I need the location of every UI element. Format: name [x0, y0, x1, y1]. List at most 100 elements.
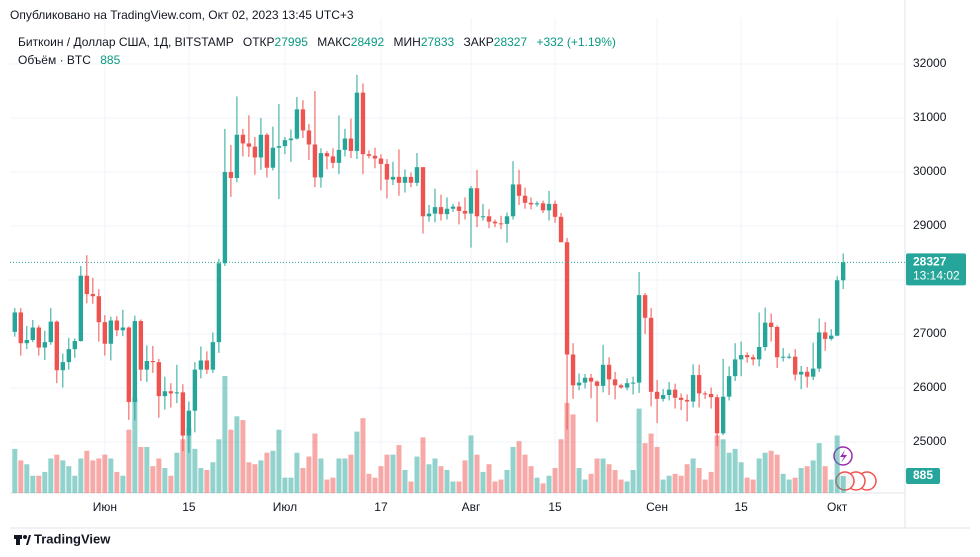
- volume-bar: [540, 483, 546, 493]
- candle-body: [144, 361, 150, 370]
- volume-bar: [762, 452, 768, 493]
- candle-body: [60, 362, 66, 371]
- volume-bar: [276, 429, 282, 493]
- candle-body: [792, 356, 798, 375]
- candle-body: [300, 109, 306, 131]
- ohlc-label: МАКС: [317, 35, 351, 49]
- volume-bar: [768, 450, 774, 493]
- volume-bar: [102, 454, 108, 493]
- volume-bar: [810, 460, 816, 493]
- candle-body: [108, 320, 114, 344]
- candle-body: [744, 355, 750, 358]
- volume-bar: [288, 477, 294, 493]
- volume-bar: [498, 479, 504, 493]
- candle-body: [468, 188, 474, 214]
- volume-bar: [468, 435, 474, 493]
- volume-bar: [648, 433, 654, 493]
- candle-body: [150, 361, 156, 363]
- volume-bar: [162, 468, 168, 493]
- candle-body: [258, 134, 264, 158]
- x-tick-label: Сен: [646, 500, 668, 514]
- volume-bar: [798, 468, 804, 493]
- volume-bar: [144, 446, 150, 493]
- candle-body: [576, 382, 582, 386]
- volume-bar: [330, 477, 336, 493]
- volume-bar: [690, 458, 696, 493]
- candle-body: [228, 172, 234, 178]
- candle-body: [336, 149, 342, 163]
- volume-bar: [444, 469, 450, 493]
- volume-bar: [216, 439, 222, 493]
- candle-body: [618, 385, 624, 388]
- candle-body: [816, 332, 822, 369]
- y-tick-label: 27000: [913, 326, 947, 340]
- volume-bar: [684, 464, 690, 493]
- candle-body: [480, 216, 486, 218]
- volume-bar: [318, 458, 324, 493]
- x-tick-label: 15: [734, 500, 748, 514]
- volume-bar: [366, 473, 372, 493]
- candle-body: [708, 393, 714, 398]
- volume-bar: [594, 458, 600, 493]
- candle-body: [600, 364, 606, 386]
- volume-bar: [732, 448, 738, 493]
- candle-body: [174, 392, 180, 394]
- candle-body: [366, 154, 372, 156]
- candle-body: [12, 312, 18, 332]
- candle-body: [210, 342, 216, 370]
- candle-body: [714, 397, 720, 434]
- volume-bar: [804, 466, 810, 493]
- candle-body: [768, 322, 774, 328]
- volume-bar: [354, 431, 360, 493]
- candle-body: [78, 275, 84, 342]
- volume-bar: [822, 466, 828, 493]
- candle-body: [180, 392, 186, 436]
- candle-body: [678, 397, 684, 400]
- candle-body: [552, 203, 558, 217]
- volume-bar: [756, 458, 762, 493]
- candle-body: [330, 156, 336, 163]
- candle-body: [804, 371, 810, 377]
- volume-bar: [108, 458, 114, 493]
- price-tag-value: 28327: [913, 255, 947, 269]
- volume-bar: [654, 446, 660, 493]
- candle-body: [762, 322, 768, 347]
- candle-body: [312, 144, 318, 178]
- volume-bar: [564, 402, 570, 493]
- candle-body: [438, 207, 444, 215]
- ohlc-label: МИН: [393, 35, 421, 49]
- volume-bar: [168, 475, 174, 493]
- volume-bar: [192, 448, 198, 493]
- candle-body: [732, 359, 738, 377]
- volume-bar: [510, 446, 516, 493]
- volume-bar: [426, 464, 432, 493]
- volume-bar: [282, 477, 288, 493]
- volume-bar: [558, 439, 564, 493]
- volume-bar: [576, 468, 582, 493]
- volume-bar: [612, 469, 618, 493]
- volume-bar: [48, 458, 54, 493]
- volume-bar: [30, 475, 36, 493]
- candle-body: [570, 354, 576, 386]
- price-tag: [906, 253, 966, 286]
- candle-body: [828, 335, 834, 339]
- volume-bar: [252, 464, 258, 493]
- candle-body: [384, 163, 390, 180]
- candle-body: [450, 206, 456, 209]
- candle-body: [666, 389, 672, 396]
- volume-bar: [84, 450, 90, 493]
- candle-body: [720, 396, 726, 434]
- volume-bar: [324, 479, 330, 493]
- candle-body: [354, 92, 360, 151]
- candle-body: [642, 295, 648, 318]
- volume-bar: [390, 454, 396, 493]
- ohlc-value: 27995: [274, 35, 308, 49]
- volume-bar: [180, 439, 186, 493]
- candle-body: [252, 146, 258, 158]
- volume-bar: [708, 471, 714, 493]
- candle-body: [546, 203, 552, 211]
- candle-body: [204, 360, 210, 370]
- candle-body: [834, 280, 840, 336]
- candle-body: [408, 176, 414, 183]
